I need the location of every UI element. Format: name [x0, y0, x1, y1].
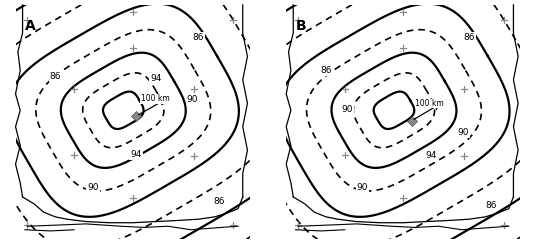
Text: 94: 94	[151, 74, 162, 83]
Text: 86: 86	[213, 197, 225, 206]
Text: 86: 86	[321, 66, 332, 75]
Text: 100 km: 100 km	[140, 94, 169, 103]
Text: 100 km: 100 km	[415, 99, 444, 108]
Text: 86: 86	[192, 33, 204, 42]
Text: B: B	[295, 19, 306, 33]
Text: 90: 90	[87, 183, 99, 192]
Text: 86: 86	[486, 201, 497, 210]
Text: 90: 90	[356, 183, 368, 192]
Text: 90: 90	[187, 95, 198, 104]
Text: 94: 94	[426, 152, 437, 161]
Text: 86: 86	[50, 72, 61, 81]
Text: 90: 90	[341, 105, 353, 114]
Text: 86: 86	[463, 33, 475, 42]
Text: 90: 90	[457, 128, 469, 137]
Text: 94: 94	[130, 150, 142, 159]
Text: A: A	[25, 19, 36, 33]
